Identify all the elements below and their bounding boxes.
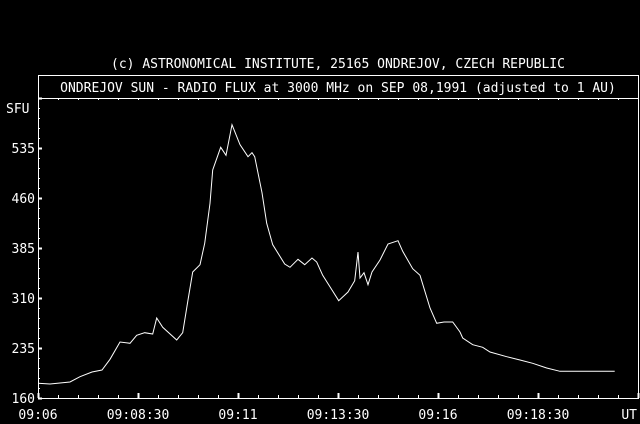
flux-series-line (37, 122, 615, 385)
y-tick-label: 385 (12, 242, 35, 257)
y-tick-label: 235 (12, 342, 35, 357)
x-tick-label: 09:06 (18, 408, 57, 423)
copyright-header: (c) ASTRONOMICAL INSTITUTE, 25165 ONDREJ… (111, 57, 565, 72)
y-axis-label: SFU (6, 102, 29, 117)
x-tick-label: 09:16 (418, 408, 457, 423)
x-tick-label: 09:11 (218, 408, 257, 423)
x-tick-label: 09:13:30 (307, 408, 370, 423)
y-tick-label: 160 (12, 392, 35, 407)
chart-title: ONDREJOV SUN - RADIO FLUX at 3000 MHz on… (60, 81, 616, 96)
y-tick-label: 535 (12, 142, 35, 157)
x-axis-label: UT (621, 408, 637, 423)
y-tick-label: 310 (12, 292, 35, 307)
y-tick-label: 460 (12, 192, 35, 207)
x-tick-label: 09:18:30 (507, 408, 570, 423)
x-tick-label: 09:08:30 (107, 408, 170, 423)
